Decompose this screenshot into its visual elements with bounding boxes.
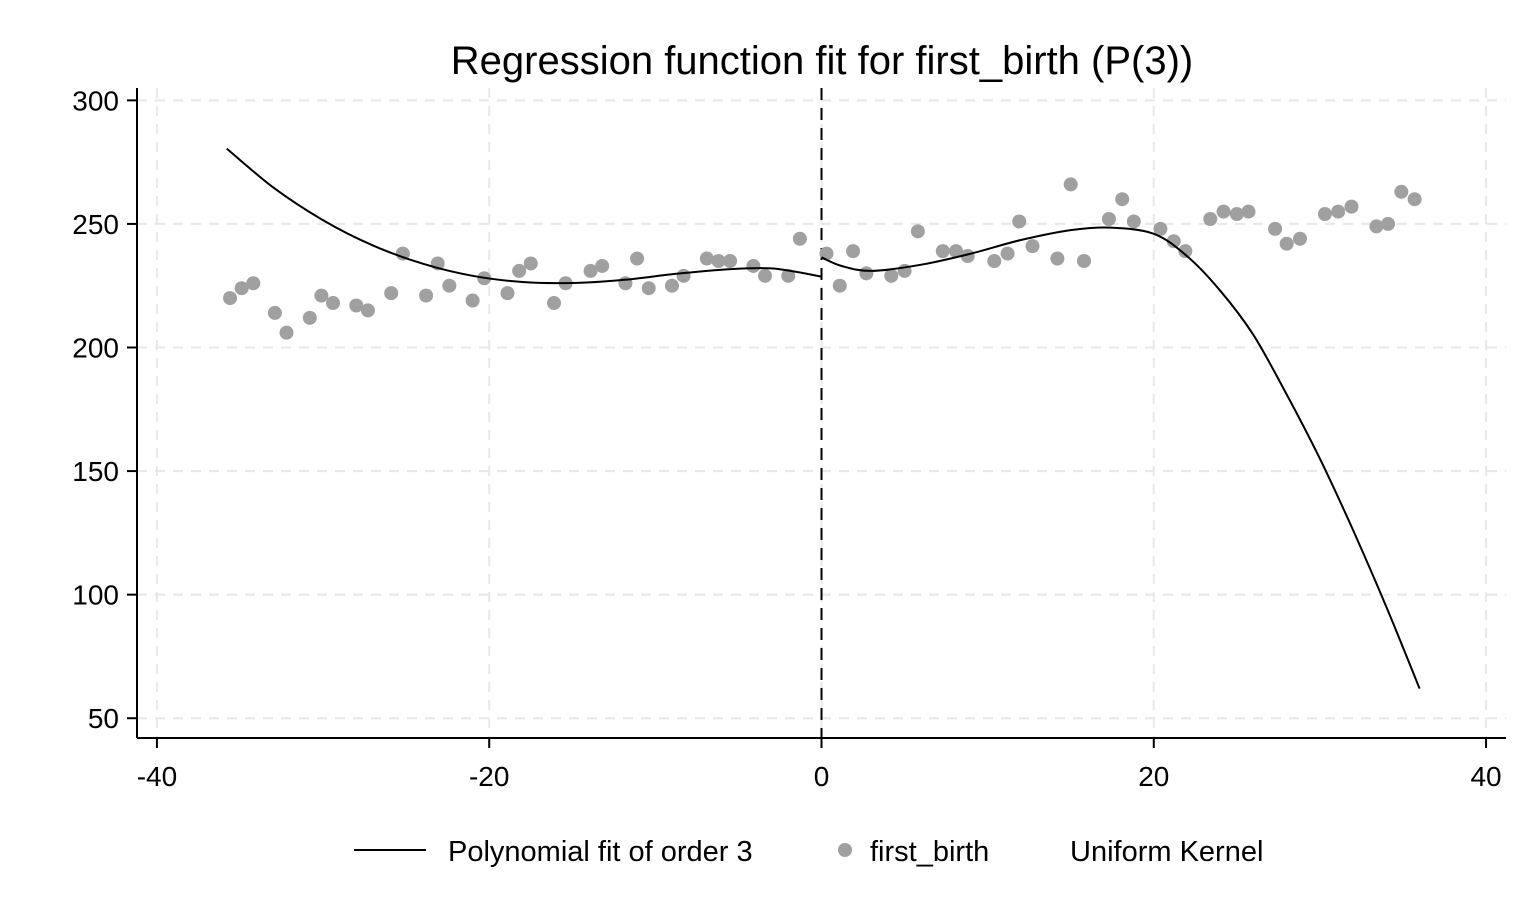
y-tick-label: 100 [72, 580, 119, 611]
polynomial-fit [226, 147, 1421, 689]
x-tick-label: -40 [137, 761, 177, 792]
data-point [223, 291, 238, 306]
data-point [949, 244, 964, 259]
data-point [1077, 254, 1092, 269]
data-point [641, 281, 656, 296]
data-point [676, 268, 691, 283]
data-point [1203, 211, 1218, 226]
data-point [819, 246, 834, 261]
y-tick-label: 250 [72, 209, 119, 240]
data-point [832, 278, 847, 293]
chart-title: Regression function fit for first_birth … [451, 39, 1193, 83]
x-tick-label: 20 [1138, 761, 1169, 792]
legend-kernel-label: Uniform Kernel [1070, 836, 1263, 868]
data-point [595, 258, 610, 273]
x-tick-label: -20 [469, 761, 509, 792]
data-point [419, 288, 434, 303]
data-point [1241, 204, 1256, 219]
data-point [1025, 239, 1040, 254]
data-points [223, 177, 1422, 340]
data-point [1369, 219, 1384, 234]
data-point [1317, 207, 1332, 222]
data-point [512, 263, 527, 278]
data-point [1000, 246, 1015, 261]
data-point [711, 254, 726, 269]
data-point [1178, 244, 1193, 259]
data-point [758, 268, 773, 283]
x-tick-label: 0 [814, 761, 830, 792]
data-point [1268, 221, 1283, 236]
y-tick-label: 300 [72, 85, 119, 116]
data-point [1101, 211, 1116, 226]
data-point [1292, 231, 1307, 246]
data-point [267, 305, 282, 320]
data-point [314, 288, 329, 303]
data-point [465, 293, 480, 308]
data-point [360, 303, 375, 318]
data-point [630, 251, 645, 266]
data-point [664, 278, 679, 293]
data-point [1166, 234, 1181, 249]
data-point [699, 251, 714, 266]
data-point [395, 246, 410, 261]
data-point [500, 286, 515, 301]
data-point [326, 296, 341, 311]
fit-line-right [821, 226, 1421, 689]
data-point [1012, 214, 1027, 229]
data-point [442, 278, 457, 293]
data-point [1126, 214, 1141, 229]
data-point [935, 244, 950, 259]
data-point [1344, 199, 1359, 214]
data-point [987, 254, 1002, 269]
data-point [279, 325, 294, 340]
data-point [1050, 251, 1065, 266]
data-point [583, 263, 598, 278]
data-point [1115, 192, 1130, 207]
data-point [1216, 204, 1231, 219]
data-point [723, 254, 738, 269]
legend: Polynomial fit of order 3 first_birth Un… [354, 836, 1263, 868]
data-point [846, 244, 861, 259]
legend-points-swatch [838, 843, 852, 857]
axes: -40 -20 0 20 40 50 100 150 200 250 300 [72, 85, 1506, 792]
data-point [884, 268, 899, 283]
legend-points-label: first_birth [870, 836, 989, 868]
y-tick-label: 50 [88, 703, 119, 734]
data-point [246, 276, 261, 291]
data-point [792, 231, 807, 246]
data-point [781, 268, 796, 283]
data-point [523, 256, 538, 271]
legend-fit-label: Polynomial fit of order 3 [448, 836, 753, 868]
data-point [1331, 204, 1346, 219]
data-point [302, 310, 317, 325]
data-point [1394, 184, 1409, 199]
y-tick-label: 150 [72, 456, 119, 487]
data-point [1063, 177, 1078, 192]
data-point [547, 296, 562, 311]
data-point [746, 258, 761, 273]
data-point [1279, 236, 1294, 251]
data-point [1407, 192, 1422, 207]
data-point [910, 224, 925, 239]
data-point [349, 298, 364, 313]
data-point [384, 286, 399, 301]
fit-line-left [226, 147, 822, 285]
data-point [859, 266, 874, 281]
data-point [1153, 221, 1168, 236]
data-point [234, 281, 249, 296]
data-point [1381, 216, 1396, 231]
y-tick-label: 200 [72, 333, 119, 364]
x-tick-label: 40 [1470, 761, 1501, 792]
data-point [1229, 207, 1244, 222]
